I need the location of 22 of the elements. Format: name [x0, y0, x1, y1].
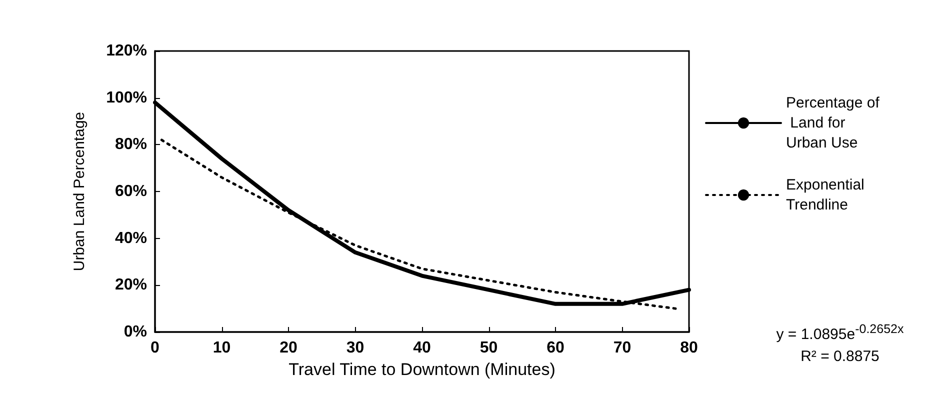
y-tick-label: 40%	[114, 230, 147, 247]
x-axis-title: Travel Time to Downtown (Minutes)	[288, 360, 556, 379]
x-tick-label: 60	[546, 340, 564, 356]
x-tick-label: 30	[346, 340, 364, 356]
x-tick-label: 50	[480, 340, 498, 356]
x-tick-label: 70	[613, 340, 632, 356]
legend-label: Exponential Trendline	[786, 176, 869, 214]
y-tick-label: 0%	[124, 324, 147, 340]
y-tick-label: 120%	[106, 42, 147, 60]
y-tick-label: 80%	[114, 136, 147, 154]
y-tick-label: 20%	[114, 276, 147, 294]
legend-label: Percentage of Land for Urban Use	[786, 94, 880, 152]
x-tick-label: 20	[280, 340, 298, 356]
x-tick-label: 80	[680, 340, 698, 356]
y-axis-title: Urban Land Percentage	[71, 112, 88, 272]
text: y = 1.0895e$^{-0.2652x}$	[775, 321, 905, 345]
x-tick-label: 40	[413, 340, 431, 356]
y-tick-label: 100%	[106, 89, 147, 106]
text: R² = 0.8875	[800, 347, 880, 367]
y-tick-label: 60%	[114, 183, 147, 200]
x-tick-label: 10	[212, 340, 231, 356]
x-tick-label: 0	[150, 340, 160, 356]
